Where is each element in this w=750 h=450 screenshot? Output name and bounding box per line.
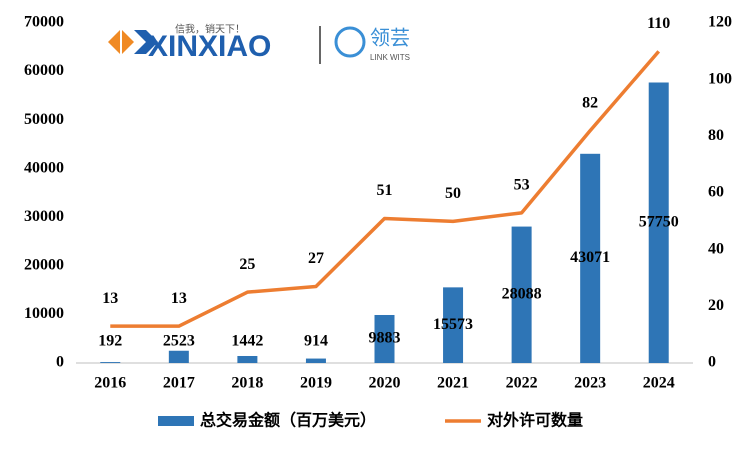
- bar: [305, 358, 326, 363]
- line: [110, 50, 661, 328]
- y-tick-label: 60000: [24, 62, 64, 79]
- x-tick-label: 2022: [506, 375, 538, 392]
- data-label: 28088: [502, 285, 542, 302]
- logo-brand: XINXIAO: [148, 30, 271, 63]
- logo-slogan: 信我，销天下！: [175, 22, 245, 35]
- data-label: 2523: [163, 333, 195, 350]
- y-tick-label: 0: [56, 354, 64, 371]
- bar: [648, 82, 669, 363]
- logo-shape: [134, 30, 158, 54]
- x-tick-label: 2023: [574, 375, 606, 392]
- y2-tick-label: 80: [708, 127, 724, 144]
- data-label: 110: [647, 15, 670, 32]
- x-tick-label: 2016: [94, 375, 126, 392]
- data-label: 43071: [570, 249, 610, 266]
- y2-tick-label: 120: [708, 14, 732, 31]
- legend-swatch: [158, 416, 194, 426]
- data-label: 53: [514, 177, 530, 194]
- y-tick-label: 10000: [24, 305, 64, 322]
- legend-label: 对外许可数量: [487, 411, 583, 430]
- legend-label: 总交易金额（百万美元）: [200, 411, 376, 430]
- data-label: 57750: [639, 213, 679, 230]
- y2-tick-label: 60: [708, 184, 724, 201]
- logo-shape: [122, 30, 134, 54]
- data-label: 914: [304, 333, 328, 350]
- data-label: 25: [239, 256, 255, 273]
- x-tick-label: 2020: [369, 375, 401, 392]
- data-label: 13: [171, 290, 187, 307]
- data-label: 13: [102, 290, 118, 307]
- x-tick-label: 2024: [643, 375, 675, 392]
- y2-tick-label: 0: [708, 354, 716, 371]
- bar: [237, 355, 258, 363]
- data-label: 15573: [433, 316, 473, 333]
- data-label: 192: [98, 333, 122, 350]
- y-tick-label: 40000: [24, 159, 64, 176]
- y-tick-label: 30000: [24, 208, 64, 225]
- logo: [108, 26, 366, 64]
- data-label: 51: [377, 182, 393, 199]
- logo-shape: [108, 30, 120, 54]
- x-tick-label: 2021: [437, 375, 469, 392]
- data-label: 50: [445, 185, 461, 202]
- bar: [443, 287, 464, 363]
- logo-partner: 领芸: [370, 27, 410, 50]
- logo-icon: [334, 26, 366, 58]
- x-tick-label: 2019: [300, 375, 332, 392]
- y2-tick-label: 100: [708, 70, 732, 87]
- bar: [511, 226, 532, 363]
- logo-partner-en: LINK WITS: [370, 53, 410, 62]
- y2-tick-label: 40: [708, 240, 724, 257]
- data-label: 27: [308, 250, 324, 267]
- bar: [100, 362, 121, 363]
- x-tick-label: 2017: [163, 375, 195, 392]
- data-label: 9883: [369, 330, 401, 347]
- bar: [168, 350, 189, 363]
- data-label: 1442: [231, 333, 263, 350]
- bar: [580, 153, 601, 363]
- y-tick-label: 70000: [24, 14, 64, 31]
- y-tick-label: 20000: [24, 257, 64, 274]
- x-tick-label: 2018: [231, 375, 263, 392]
- data-label: 82: [582, 94, 598, 111]
- y2-tick-label: 20: [708, 297, 724, 314]
- y-tick-label: 50000: [24, 111, 64, 128]
- bar: [374, 314, 395, 363]
